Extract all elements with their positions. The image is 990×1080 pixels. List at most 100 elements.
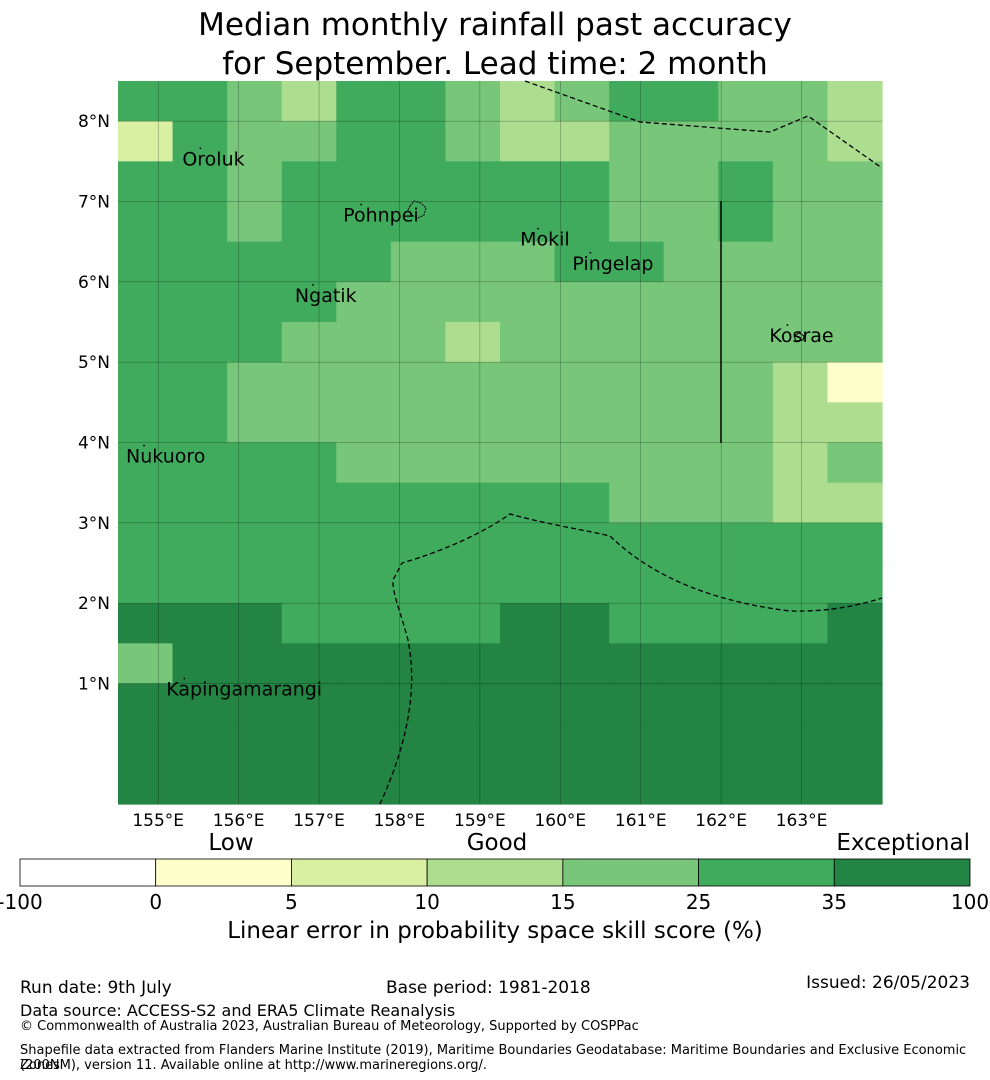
grid-cell: [445, 81, 501, 122]
grid-cell: [118, 121, 174, 162]
grid-cell: [445, 362, 501, 403]
longitude-label: 160°E: [534, 811, 586, 830]
grid-cell: [827, 201, 883, 243]
place-label: Ngatik: [295, 285, 357, 307]
grid-cell: [445, 723, 501, 765]
grid-cell: [172, 563, 228, 604]
grid-cell: [390, 241, 447, 283]
grid-cell: [118, 201, 174, 243]
colorbar-bin: [562, 858, 699, 887]
grid-cell: [390, 281, 447, 323]
colorbar-bin: [698, 858, 835, 887]
grid-cell: [390, 442, 447, 484]
grid-cell: [172, 362, 228, 403]
grid-cell: [718, 201, 774, 243]
grid-cell: [827, 683, 883, 725]
grid-cell: [500, 683, 556, 725]
grid-cell: [609, 322, 665, 363]
grid-cell: [336, 121, 392, 162]
longitude-label: 156°E: [213, 811, 265, 830]
grid-cell: [172, 161, 228, 203]
grid-cell: [554, 241, 610, 283]
place-label: Pingelap: [572, 253, 653, 275]
grid-cell: [554, 522, 610, 564]
grid-cell: [118, 643, 174, 685]
longitude-labels: 155°E 156°E 157°E 158°E 159°E 160°E 161°E 162°E…: [132, 811, 827, 830]
grid-cell: [500, 603, 556, 644]
grid-cell: [445, 643, 501, 685]
grid-cell: [118, 723, 174, 765]
grid-cell: [554, 201, 610, 243]
grid-cell: [227, 563, 283, 604]
shapefile-credit-line-1: Shapefile data extracted from Flanders M…: [20, 1043, 967, 1073]
grid-cell: [609, 482, 665, 524]
longitude-label: 163°E: [776, 811, 828, 830]
island-dot: [183, 677, 186, 680]
grid-cell: [663, 322, 719, 363]
skill-grid-cells: [118, 81, 883, 805]
grid-cell: [281, 161, 337, 203]
colorbar-tick-label: 0: [149, 890, 163, 914]
longitude-label: 155°E: [132, 811, 184, 830]
grid-cell: [827, 241, 883, 283]
grid-cell: [227, 723, 283, 765]
grid-cell: [827, 281, 883, 323]
grid-cell: [500, 763, 556, 805]
grid-cell: [281, 322, 337, 363]
grid-cell: [609, 643, 665, 685]
grid-cell: [609, 402, 665, 444]
grid-cell: [445, 121, 501, 162]
colorbar-tick-label: 10: [414, 890, 440, 914]
grid-cell: [718, 161, 774, 203]
grid-cell: [227, 683, 283, 725]
grid-cell: [772, 522, 829, 564]
grid-cell: [227, 522, 283, 564]
grid-cell: [227, 442, 283, 484]
grid-cell: [227, 201, 283, 243]
latitude-label: 5°N: [78, 353, 110, 373]
grid-cell: [172, 603, 228, 644]
island-dot: [589, 251, 592, 254]
grid-cell: [554, 563, 610, 604]
island-dot: [360, 203, 363, 206]
latitude-labels: 8°N 7°N 6°N 5°N 4°N 3°N 2°N 1°N: [78, 112, 110, 694]
grid-cell: [281, 643, 337, 685]
grid-cell: [281, 402, 337, 444]
grid-cell: [172, 522, 228, 564]
grid-cell: [609, 281, 665, 323]
grid-cell: [390, 643, 447, 685]
latitude-label: 4°N: [78, 434, 110, 454]
grid-cell: [827, 402, 883, 444]
grid-cell: [827, 121, 883, 162]
grid-cell: [281, 522, 337, 564]
grid-cell: [336, 763, 392, 805]
grid-cell: [118, 563, 174, 604]
grid-cell: [554, 482, 610, 524]
grid-cell: [445, 281, 501, 323]
place-label: Nukuoro: [126, 446, 205, 468]
grid-cell: [663, 603, 719, 644]
island-markers: [143, 147, 789, 680]
colorbar-bin: [19, 858, 157, 887]
grid-cell: [663, 81, 719, 122]
grid-cell: [827, 161, 883, 203]
grid-cell: [336, 522, 392, 564]
category-good: Good: [466, 830, 528, 856]
grid-cell: [609, 161, 665, 203]
title-line-1: Median monthly rainfall past accuracy: [198, 7, 792, 43]
grid-cell: [609, 683, 665, 725]
grid-cell: [227, 763, 283, 805]
grid-cell: [772, 482, 829, 524]
grid-cell: [172, 643, 228, 685]
grid-cell: [772, 643, 829, 685]
grid-cell: [445, 603, 501, 644]
grid-cell: [118, 81, 174, 122]
grid-cell: [554, 281, 610, 323]
island-outlines: [407, 200, 805, 342]
title-line-2: for September. Lead time: 2 month: [222, 46, 768, 82]
grid-cell: [554, 643, 610, 685]
grid-cell: [827, 362, 883, 403]
grid-cell: [390, 121, 447, 162]
grid-cell: [227, 281, 283, 323]
grid-cell: [554, 322, 610, 363]
